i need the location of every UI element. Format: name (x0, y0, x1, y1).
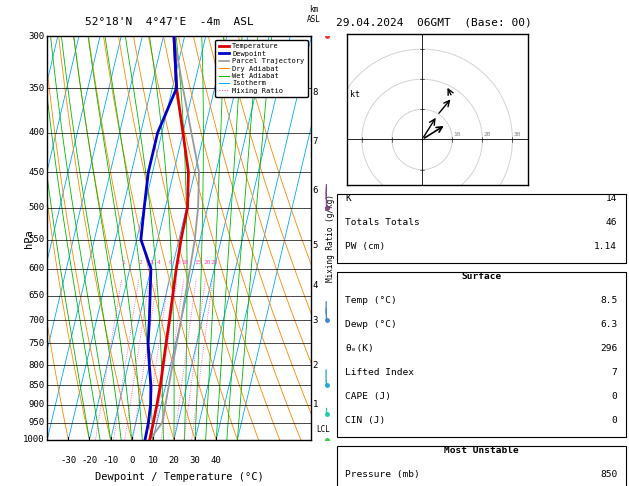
Text: Temp (°C): Temp (°C) (345, 296, 397, 305)
Text: 30: 30 (190, 456, 201, 465)
Text: -10: -10 (103, 456, 119, 465)
Text: 650: 650 (28, 291, 45, 300)
Text: 0: 0 (611, 416, 617, 425)
Text: 850: 850 (600, 470, 617, 479)
Text: 20: 20 (169, 456, 179, 465)
Text: Pressure (mb): Pressure (mb) (345, 470, 420, 479)
Text: 1000: 1000 (23, 435, 45, 444)
Text: 15: 15 (194, 260, 201, 265)
Text: PW (cm): PW (cm) (345, 243, 386, 251)
Text: 300: 300 (28, 32, 45, 41)
Text: 800: 800 (28, 361, 45, 369)
Text: 40: 40 (211, 456, 221, 465)
Text: 3: 3 (149, 260, 153, 265)
Text: 750: 750 (28, 339, 45, 348)
Text: 7: 7 (611, 368, 617, 377)
Text: km
ASL: km ASL (307, 5, 321, 24)
Text: 10: 10 (454, 133, 461, 138)
Text: 3: 3 (313, 316, 318, 325)
Text: 6: 6 (313, 186, 318, 195)
Text: 1.14: 1.14 (594, 243, 617, 251)
Text: Mixing Ratio (g/kg): Mixing Ratio (g/kg) (326, 194, 335, 282)
Text: 20: 20 (484, 133, 491, 138)
Text: 7: 7 (313, 137, 318, 146)
Text: 1: 1 (313, 400, 318, 409)
Text: 6: 6 (169, 260, 172, 265)
Text: 4: 4 (157, 260, 160, 265)
Text: Lifted Index: Lifted Index (345, 368, 414, 377)
Text: 29.04.2024  06GMT  (Base: 00): 29.04.2024 06GMT (Base: 00) (336, 17, 532, 27)
Text: K: K (345, 194, 351, 204)
Text: 8: 8 (313, 88, 318, 97)
Bar (337, 194, 626, 263)
Text: 10: 10 (147, 456, 159, 465)
Text: hPa: hPa (24, 229, 34, 247)
Text: 500: 500 (28, 203, 45, 212)
Text: Totals Totals: Totals Totals (345, 218, 420, 227)
Legend: Temperature, Dewpoint, Parcel Trajectory, Dry Adiabat, Wet Adiabat, Isotherm, Mi: Temperature, Dewpoint, Parcel Trajectory… (216, 40, 308, 97)
Text: 0: 0 (129, 456, 135, 465)
Text: 850: 850 (28, 381, 45, 390)
Text: 46: 46 (606, 218, 617, 227)
Text: 14: 14 (606, 194, 617, 204)
Text: θₑ(K): θₑ(K) (345, 344, 374, 353)
Text: -20: -20 (81, 456, 97, 465)
Text: 5: 5 (313, 241, 318, 250)
Text: 450: 450 (28, 168, 45, 177)
Text: 6.3: 6.3 (600, 320, 617, 329)
Text: LCL: LCL (316, 425, 330, 434)
Bar (337, 272, 626, 436)
Text: 0: 0 (611, 392, 617, 401)
Text: 52°18'N  4°47'E  -4m  ASL: 52°18'N 4°47'E -4m ASL (86, 17, 254, 27)
Text: 4: 4 (313, 280, 318, 290)
Text: Dewpoint / Temperature (°C): Dewpoint / Temperature (°C) (95, 472, 264, 482)
Text: 30: 30 (514, 133, 521, 138)
Text: 8.5: 8.5 (600, 296, 617, 305)
Text: 25: 25 (210, 260, 218, 265)
Bar (337, 446, 626, 486)
Text: 550: 550 (28, 235, 45, 244)
Text: CAPE (J): CAPE (J) (345, 392, 391, 401)
Text: 296: 296 (600, 344, 617, 353)
Text: 8: 8 (177, 260, 181, 265)
Text: 1: 1 (121, 260, 125, 265)
Text: kt: kt (350, 90, 360, 99)
Text: 600: 600 (28, 264, 45, 273)
Text: 20: 20 (203, 260, 211, 265)
Text: 2: 2 (313, 361, 318, 369)
Text: CIN (J): CIN (J) (345, 416, 386, 425)
Text: 400: 400 (28, 128, 45, 138)
Text: 10: 10 (182, 260, 189, 265)
Text: 900: 900 (28, 400, 45, 409)
Text: 2: 2 (138, 260, 142, 265)
Text: Surface: Surface (461, 272, 501, 281)
Text: Most Unstable: Most Unstable (444, 446, 518, 455)
Text: 700: 700 (28, 316, 45, 325)
Text: 950: 950 (28, 418, 45, 427)
Text: 350: 350 (28, 84, 45, 93)
Text: -30: -30 (60, 456, 76, 465)
Text: Dewp (°C): Dewp (°C) (345, 320, 397, 329)
